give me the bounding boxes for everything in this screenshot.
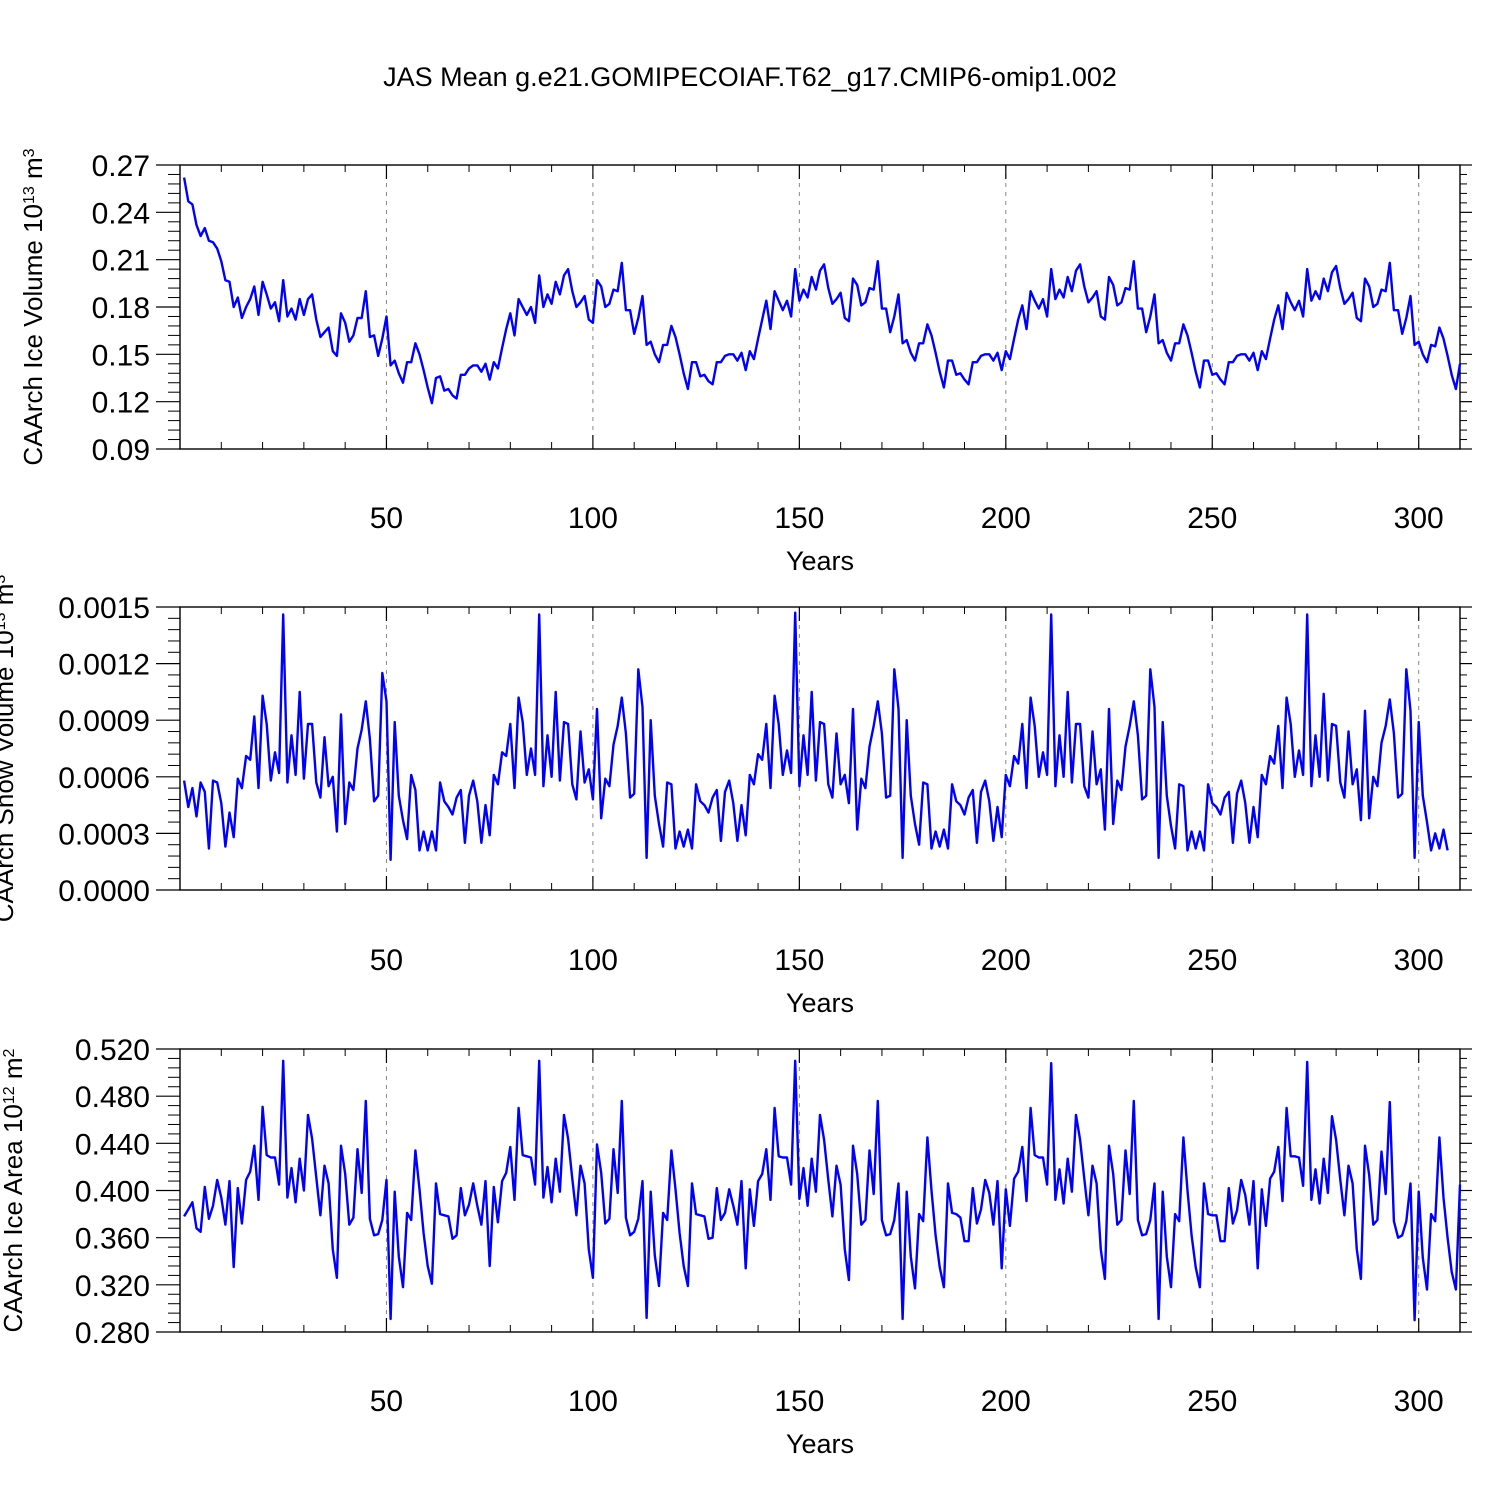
y-axis-label: CAArch Ice Area 1012 m2 (0, 1048, 28, 1332)
chart-panel-1: 50 100 150 200 250 300 0.09 0.12 0.15 0.18 0.21 0.2… (18, 148, 1472, 576)
x-tick-label: 100 (568, 944, 618, 977)
x-tick-label: 200 (981, 1385, 1031, 1418)
x-tick-label: 200 (981, 502, 1031, 535)
x-tick-label: 150 (774, 502, 824, 535)
y-tick-label: 0.400 (75, 1176, 150, 1209)
y-tick-label: 0.21 (92, 245, 150, 278)
x-tick-label: 150 (774, 944, 824, 977)
y-tick-label: 0.0006 (58, 762, 150, 795)
x-axis-label: Years (786, 546, 854, 576)
y-tick-label: 0.280 (75, 1317, 150, 1350)
x-tick-label: 100 (568, 1385, 618, 1418)
y-tick-label: 0.480 (75, 1081, 150, 1114)
y-tick-label: 0.15 (92, 339, 150, 372)
data-series-line (182, 611, 1449, 861)
x-tick-label: 100 (568, 502, 618, 535)
x-tick-label: 250 (1187, 502, 1237, 535)
y-tick-label: 0.12 (92, 387, 150, 420)
y-tick-label: 0.360 (75, 1223, 150, 1256)
y-tick-label: 0.27 (92, 150, 150, 183)
x-tick-label: 300 (1394, 1385, 1444, 1418)
x-tick-label: 300 (1394, 944, 1444, 977)
y-axis-label: CAArch Ice Volume 1013 m3 (18, 148, 48, 465)
y-tick-label: 0.0015 (58, 592, 150, 625)
y-tick-label: 0.520 (75, 1034, 150, 1067)
plot-frame (179, 606, 1461, 891)
x-axis-label: Years (786, 1429, 854, 1459)
x-tick-label: 50 (370, 1385, 403, 1418)
x-tick-label: 300 (1394, 502, 1444, 535)
y-tick-label: 0.440 (75, 1128, 150, 1161)
chart-panel-2: 50 100 150 200 250 300 0.0000 0.0003 0.0006 0.000… (0, 575, 1472, 1018)
y-tick-label: 0.18 (92, 292, 150, 325)
chart-panel-3: 50 100 150 200 250 300 0.280 0.320 0.360 0.400 0.4… (0, 1034, 1472, 1459)
x-tick-label: 200 (981, 944, 1031, 977)
x-tick-label: 50 (370, 944, 403, 977)
data-series-line (183, 1059, 1462, 1322)
page-title: JAS Mean g.e21.GOMIPECOIAF.T62_g17.CMIP6… (383, 62, 1117, 92)
plot-frame (179, 164, 1461, 450)
y-tick-label: 0.0012 (58, 649, 150, 682)
y-tick-label: 0.0009 (58, 705, 150, 738)
x-tick-label: 150 (774, 1385, 824, 1418)
y-tick-label: 0.24 (92, 197, 150, 230)
x-tick-label: 50 (370, 502, 403, 535)
x-tick-label: 250 (1187, 944, 1237, 977)
y-tick-label: 0.0000 (58, 875, 150, 908)
y-tick-label: 0.09 (92, 434, 150, 467)
y-tick-label: 0.0003 (58, 818, 150, 851)
x-tick-label: 250 (1187, 1385, 1237, 1418)
y-tick-label: 0.320 (75, 1270, 150, 1303)
y-axis-label: CAArch Snow Volume 1013 m3 (0, 575, 19, 923)
data-series-line (182, 177, 1462, 405)
x-axis-label: Years (786, 988, 854, 1018)
